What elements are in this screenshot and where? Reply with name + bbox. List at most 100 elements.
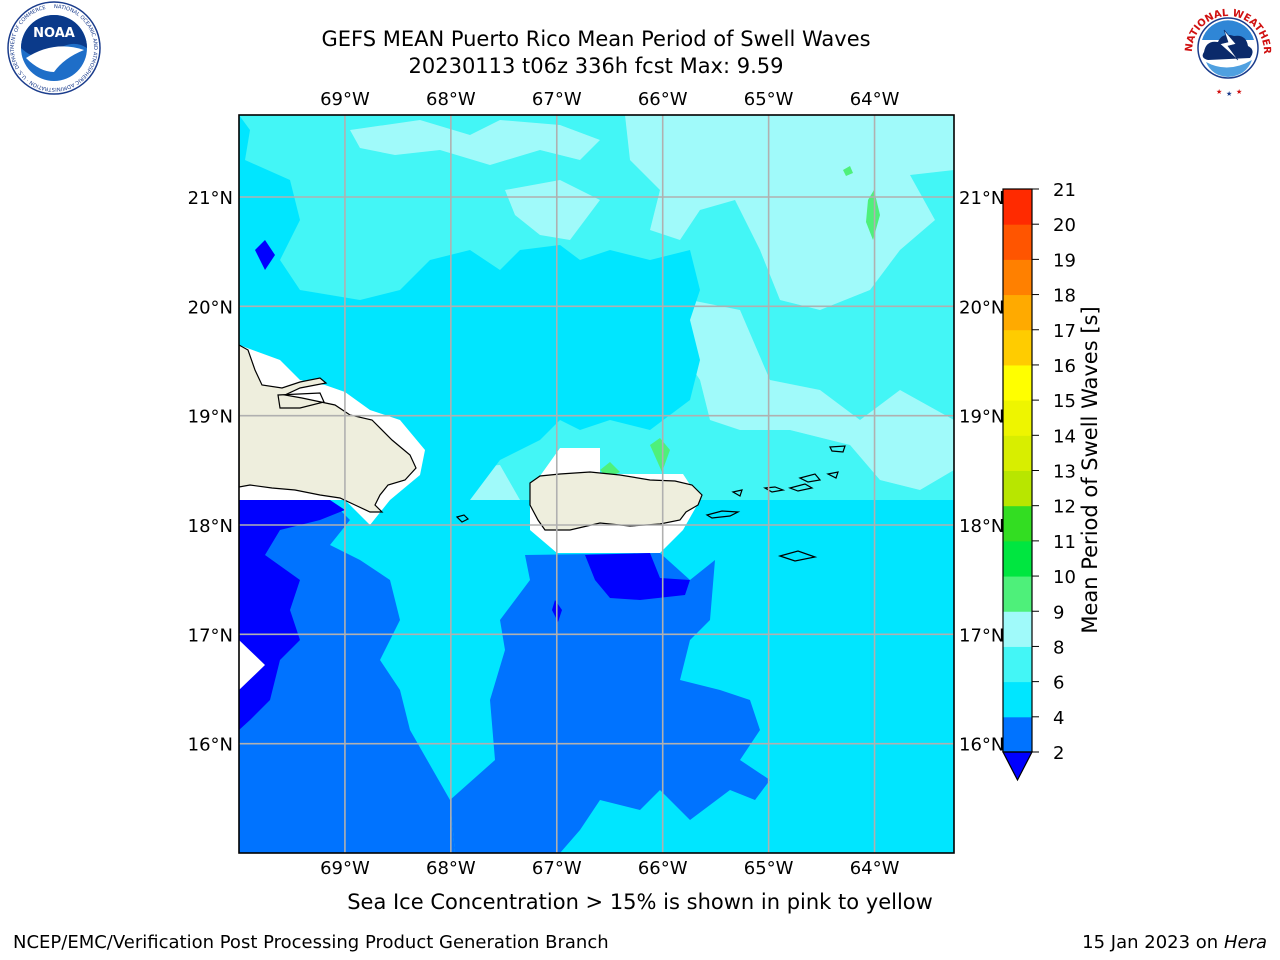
lat-label-right: 18°N	[959, 516, 1004, 537]
period-below-2-region	[239, 500, 345, 730]
sea-ice-caption: Sea Ice Concentration > 15% is shown in …	[347, 890, 933, 914]
lon-label-top: 69°W	[320, 89, 370, 110]
virgin-gorda-island	[826, 471, 839, 479]
colorbar-tick-label: 19	[1053, 250, 1076, 271]
colorbar-segment	[1003, 294, 1032, 331]
noaa-logo-text: NOAA	[33, 26, 75, 41]
period-8-9-region	[680, 300, 954, 490]
lat-label-left: 19°N	[188, 407, 233, 428]
colorbar-segment	[1003, 224, 1032, 260]
period-8-9-region	[350, 120, 600, 165]
longitude-labels-top: 69°W 68°W 67°W 66°W 65°W 64°W	[320, 89, 900, 110]
colorbar-segment	[1003, 540, 1032, 577]
footer-machine: Hera	[1223, 932, 1267, 953]
colorbar: 2 4 6 8 9 10 11 12 13 14 15 16 17 18 19 20 21	[1002, 180, 1076, 782]
coastline-outline	[277, 392, 325, 409]
colorbar-segment	[1003, 259, 1032, 296]
st-thomas-island	[763, 486, 786, 493]
colorbar-tick-label: 4	[1053, 708, 1064, 729]
anegada-island	[829, 445, 846, 453]
puerto-rico-land	[529, 471, 703, 531]
st-john-island	[788, 483, 814, 492]
colorbar-tick-label: 12	[1053, 497, 1076, 518]
lon-label-bottom: 64°W	[850, 858, 900, 879]
lat-label-right: 19°N	[959, 407, 1004, 428]
mona-island	[455, 514, 470, 523]
lon-label-top: 68°W	[426, 89, 476, 110]
lat-label-right: 16°N	[959, 735, 1004, 756]
colorbar-segment	[1003, 400, 1032, 436]
lat-label-left: 18°N	[188, 516, 233, 537]
colorbar-under-arrow	[1002, 751, 1033, 782]
chart-title: GEFS MEAN Puerto Rico Mean Period of Swe…	[321, 27, 871, 51]
footer-date-text: 15 Jan 2023 on	[1082, 932, 1224, 953]
colorbar-tick-label: 11	[1053, 532, 1076, 553]
colorbar-segment	[1003, 611, 1032, 647]
period-2-4-region	[450, 553, 770, 853]
lat-label-left: 16°N	[188, 735, 233, 756]
graticule	[239, 115, 954, 853]
lat-label-left: 17°N	[188, 625, 233, 646]
colorbar-tick-label: 6	[1053, 673, 1064, 694]
period-below-2-region	[585, 553, 690, 600]
footer-date: 15 Jan 2023 on Hera	[1082, 932, 1267, 953]
vieques-island	[705, 510, 741, 519]
svg-text:★: ★	[1226, 90, 1232, 98]
colorbar-segment	[1003, 646, 1032, 683]
lat-label-left: 21°N	[188, 188, 233, 209]
culebra-island	[731, 489, 743, 497]
colorbar-tick-label: 17	[1053, 321, 1076, 342]
map-frame	[238, 114, 955, 854]
period-9-10-region	[843, 166, 853, 176]
noaa-logo: NOAA NATIONAL OCEANIC AND ATMOSPHERIC AD…	[7, 1, 101, 95]
lon-label-bottom: 65°W	[744, 858, 794, 879]
colorbar-segment	[1003, 716, 1032, 753]
lat-label-left: 20°N	[188, 297, 233, 318]
colorbar-tick-label: 2	[1053, 743, 1064, 764]
latitude-labels-left: 21°N 20°N 19°N 18°N 17°N 16°N	[188, 188, 233, 756]
lon-label-bottom: 68°W	[426, 858, 476, 879]
svg-text:★: ★	[1216, 88, 1222, 96]
period-below-2-region	[255, 240, 275, 270]
colorbar-segment	[1003, 329, 1032, 366]
colorbar-segment	[1003, 505, 1032, 542]
contour-field	[239, 115, 954, 853]
lon-label-top: 66°W	[638, 89, 688, 110]
colorbar-segment	[1003, 189, 1032, 225]
period-8-9-region	[505, 180, 600, 240]
colorbar-segment	[1003, 435, 1032, 471]
nws-logo: NATIONAL WEATHER SERVICE ★ ★ ★	[1176, 0, 1274, 98]
lon-label-bottom: 66°W	[638, 858, 688, 879]
latitude-labels-right: 21°N 20°N 19°N 18°N 17°N 16°N	[959, 188, 1004, 756]
colorbar-segment	[1003, 470, 1032, 507]
lat-label-right: 20°N	[959, 297, 1004, 318]
colorbar-tick-label: 8	[1053, 637, 1064, 658]
colorbar-tick-label: 16	[1053, 356, 1076, 377]
st-croix-island	[777, 550, 818, 562]
lat-label-right: 17°N	[959, 625, 1004, 646]
lat-label-right: 21°N	[959, 188, 1004, 209]
lon-label-top: 67°W	[532, 89, 582, 110]
lon-label-top: 64°W	[850, 89, 900, 110]
lon-label-bottom: 69°W	[320, 858, 370, 879]
hispaniola-land	[239, 344, 417, 513]
colorbar-tick-label: 13	[1053, 462, 1076, 483]
colorbar-tick-label: 18	[1053, 286, 1076, 307]
colorbar-segment	[1003, 576, 1032, 612]
colorbar-tick-label: 20	[1053, 215, 1076, 236]
colorbar-tick-label: 9	[1053, 602, 1064, 623]
colorbar-tick-label: 15	[1053, 391, 1076, 412]
tortola-island	[798, 473, 822, 483]
footer-branch: NCEP/EMC/Verification Post Processing Pr…	[13, 932, 609, 953]
colorbar-segment	[1003, 681, 1032, 718]
missing-data-area	[239, 640, 265, 690]
period-9-10-region	[650, 438, 670, 472]
chart-subtitle: 20230113 t06z 336h fcst Max: 9.59	[408, 54, 784, 78]
period-8-9-region	[625, 115, 954, 310]
lon-label-top: 65°W	[744, 89, 794, 110]
colorbar-tick-label: 14	[1053, 426, 1076, 447]
period-9-10-region	[866, 190, 880, 240]
lon-label-bottom: 67°W	[532, 858, 582, 879]
colorbar-tick-label: 21	[1053, 180, 1076, 201]
